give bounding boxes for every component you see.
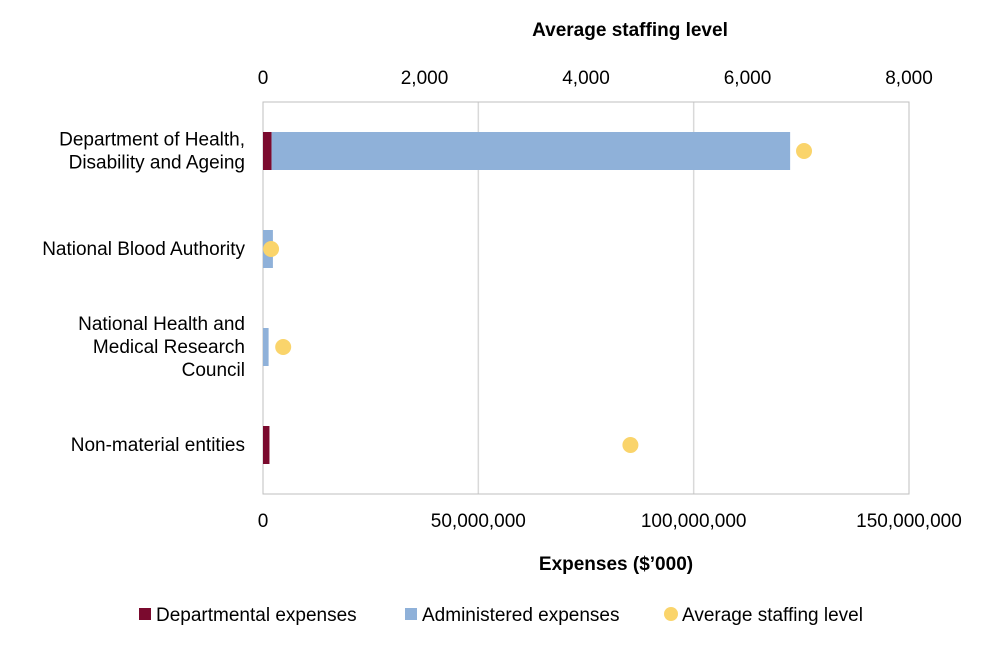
legend-label: Average staffing level (682, 605, 863, 626)
departmental-expenses-bar (263, 132, 272, 170)
plot-area-frame (262, 101, 910, 495)
top-tick-label: 8,000 (885, 68, 933, 89)
legend-label: Departmental expenses (156, 605, 357, 626)
staffing-point (796, 143, 813, 159)
administered-expenses-bar (271, 132, 791, 170)
bottom-axis-title: Expenses ($’000) (539, 554, 693, 575)
top-tick-label: 0 (258, 68, 269, 89)
bottom-tick-label: 100,000,000 (641, 511, 747, 532)
legend-swatch (664, 607, 678, 621)
legend-swatch (139, 608, 151, 620)
category-label: National Health and Medical Research Counc… (78, 314, 245, 381)
legend-item: Administered expenses (405, 605, 620, 626)
legend-label: Administered expenses (422, 605, 620, 626)
top-tick-label: 2,000 (401, 68, 449, 89)
staffing-point (263, 241, 280, 257)
category-label: Department of Health, Disability and Agei… (59, 130, 245, 174)
legend-item: Departmental expenses (139, 605, 357, 626)
category-labels: Department of Health, Disability and Agei… (42, 130, 245, 457)
staffing-points (263, 143, 813, 453)
staffing-point (275, 339, 292, 355)
legend: Departmental expenses Administered expens… (139, 605, 863, 626)
legend-swatch (405, 608, 417, 620)
top-tick-label: 6,000 (724, 68, 772, 89)
bottom-tick-label: 50,000,000 (431, 511, 526, 532)
legend-item: Average staffing level (664, 605, 863, 626)
category-label: Non-material entities (71, 435, 245, 456)
bottom-tick-label: 0 (258, 511, 269, 532)
top-axis-title: Average staffing level (532, 20, 728, 41)
bottom-axis-ticks: 0 50,000,000 100,000,000 150,000,000 (258, 511, 962, 532)
departmental-expenses-bar (263, 426, 270, 464)
top-tick-label: 4,000 (562, 68, 610, 89)
staffing-point (622, 437, 639, 453)
administered-expenses-bar (263, 328, 269, 366)
top-axis-ticks: 0 2,000 4,000 6,000 8,000 (258, 68, 933, 89)
category-label: National Blood Authority (42, 239, 245, 260)
bottom-tick-label: 150,000,000 (856, 511, 962, 532)
